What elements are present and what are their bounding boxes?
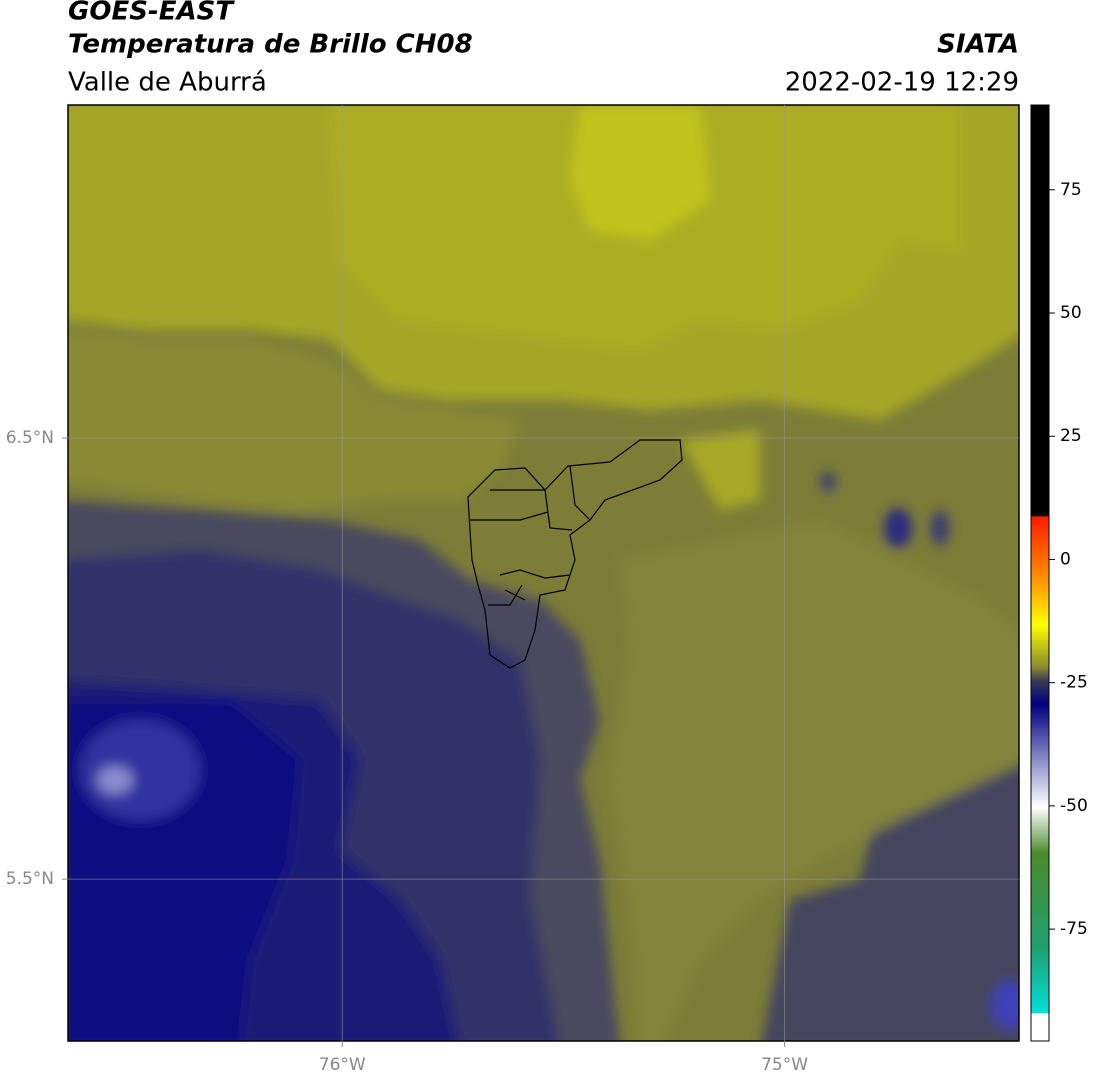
subtitle: Temperatura de Brillo CH08 bbox=[68, 30, 473, 60]
x-tick-label: 76°W bbox=[319, 1055, 366, 1075]
colorbar-tick-label: -50 bbox=[1060, 796, 1088, 816]
source: SIATA bbox=[937, 30, 1019, 60]
colorbar-tick-label: 50 bbox=[1060, 303, 1082, 323]
colorbar-tick-label: 25 bbox=[1060, 426, 1082, 446]
y-tick-label: 5.5°N bbox=[6, 869, 54, 889]
y-tick-label: 6.5°N bbox=[6, 428, 54, 448]
map-field bbox=[68, 105, 1019, 1041]
datetime: 2022-02-19 12:29 bbox=[785, 68, 1019, 98]
region: Valle de Aburrá bbox=[68, 68, 267, 98]
title: GOES-EAST bbox=[68, 0, 235, 27]
colorbar-tick-label: -25 bbox=[1060, 673, 1088, 693]
colorbar-tick-label: 0 bbox=[1060, 549, 1071, 569]
map-frame bbox=[67, 104, 1020, 1042]
x-tick-label: 75°W bbox=[761, 1055, 808, 1075]
colorbar-tick-label: -75 bbox=[1060, 919, 1088, 939]
colorbar bbox=[1030, 104, 1050, 1042]
colorbar-tick-label: 75 bbox=[1060, 180, 1082, 200]
